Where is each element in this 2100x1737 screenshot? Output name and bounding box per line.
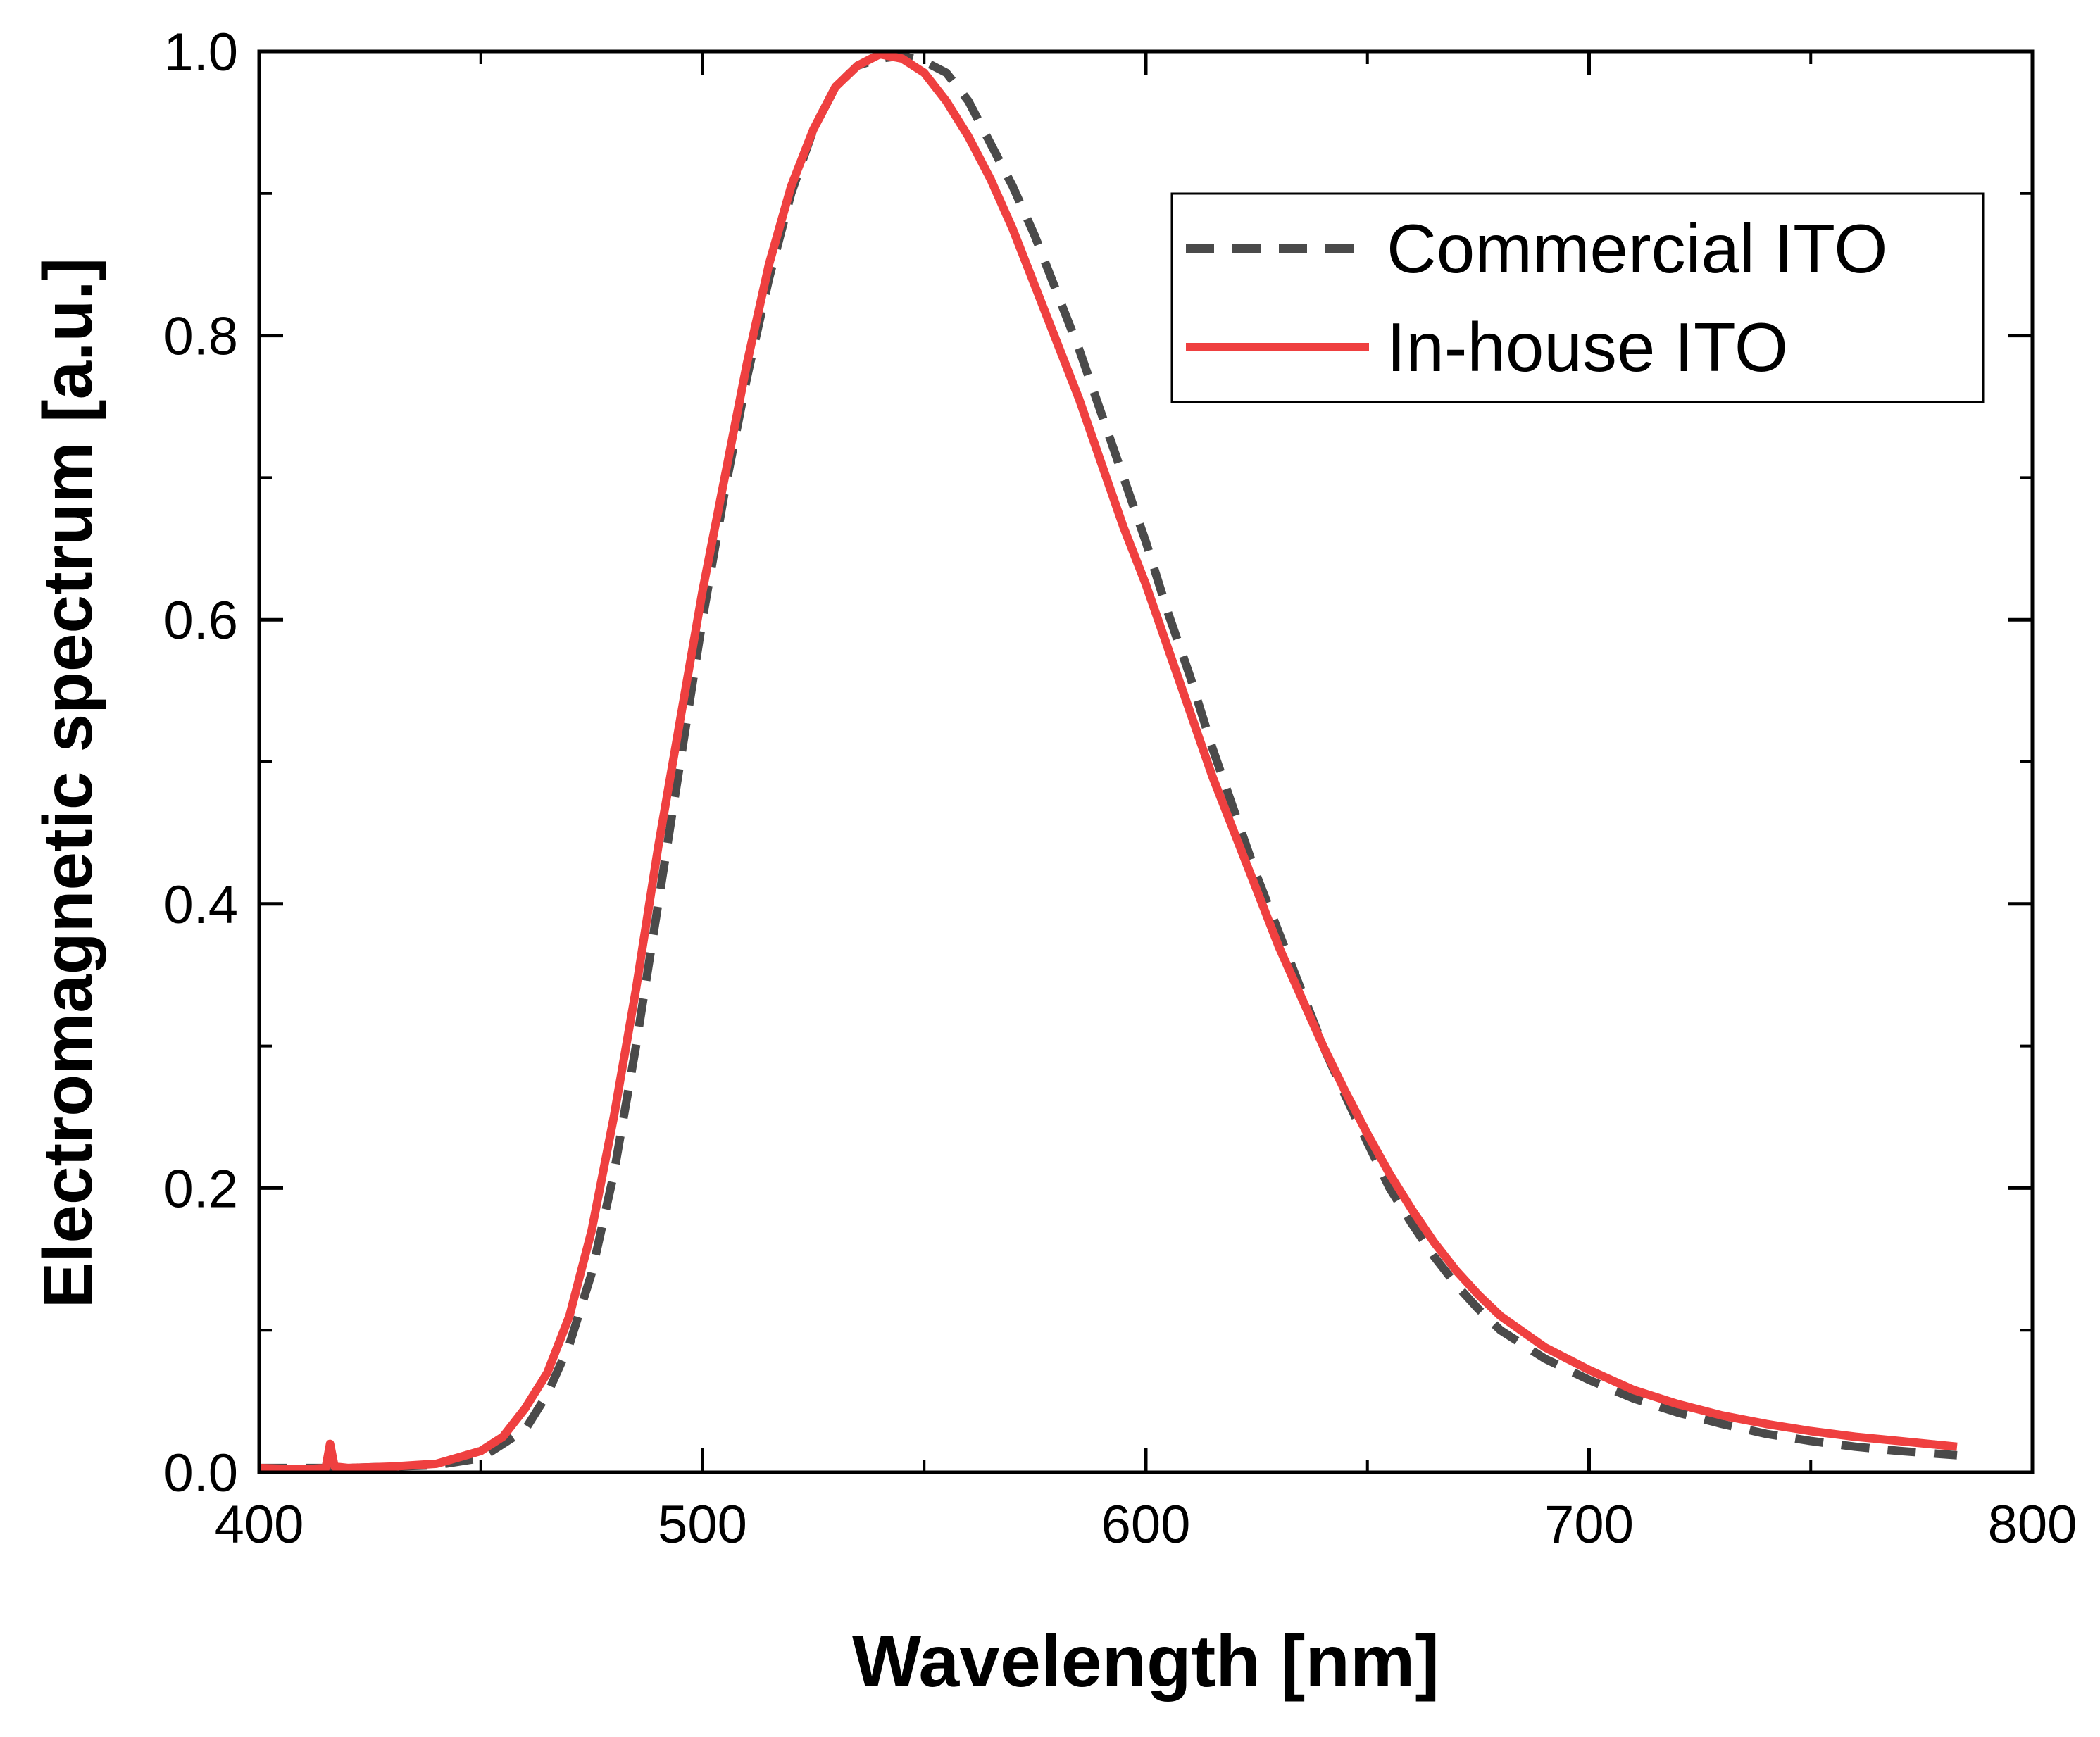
y-axis-ticks: 0.0 0.2 0.4 0.6 0.8 1.0 (163, 23, 2032, 1503)
commercial-ito-line (259, 51, 1958, 1472)
legend-box (1170, 192, 1985, 403)
y-tick-label: 0.8 (163, 307, 238, 367)
legend-label: Commercial ITO (1387, 210, 1888, 287)
x-tick-label: 700 (1544, 1495, 1634, 1555)
x-axis-title: Wavelength [nm] (852, 1621, 1439, 1702)
x-tick-label: 600 (1101, 1495, 1191, 1555)
y-axis-title: Electromagnetic spectrum [a.u.] (29, 258, 106, 1308)
x-tick-label: 500 (658, 1495, 747, 1555)
y-tick-label: 0.4 (163, 875, 238, 935)
legend: Commercial ITO In-house ITO (1170, 192, 1985, 403)
y-tick-label: 0.2 (163, 1159, 238, 1219)
y-tick-label: 1.0 (163, 23, 238, 82)
y-tick-label: 0.6 (163, 591, 238, 651)
in-house-ito-line (258, 50, 1958, 1474)
y-tick-label: 0.0 (163, 1443, 238, 1503)
x-tick-label: 800 (1988, 1495, 2077, 1555)
x-tick-label: 400 (215, 1495, 304, 1555)
series-layer (258, 50, 1958, 1474)
x-axis-ticks: 400 500 600 700 800 (215, 51, 2077, 1555)
legend-label: In-house ITO (1387, 308, 1788, 386)
